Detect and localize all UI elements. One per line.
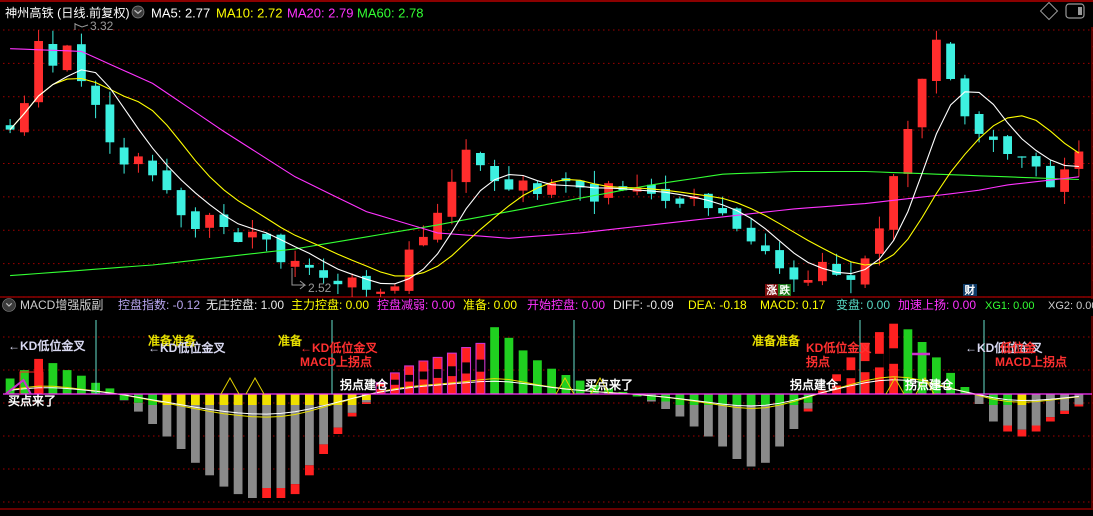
svg-text:拐点建仓: 拐点建仓 xyxy=(790,377,839,392)
svg-text:MA60: 2.78: MA60: 2.78 xyxy=(357,5,424,20)
svg-text:低位金: 低位金 xyxy=(999,340,1037,355)
svg-text:XG1: 0.00: XG1: 0.00 xyxy=(985,300,1035,312)
svg-text:MA20: 2.79: MA20: 2.79 xyxy=(287,5,354,20)
svg-text:主力控盘: 0.00: 主力控盘: 0.00 xyxy=(291,297,369,312)
svg-text:开始控盘: 0.00: 开始控盘: 0.00 xyxy=(527,297,605,312)
svg-text:加速上扬: 0.00: 加速上扬: 0.00 xyxy=(898,297,976,312)
svg-text:拐点建仓: 拐点建仓 xyxy=(340,377,389,392)
svg-text:←KD低位金叉: ←KD低位金叉 xyxy=(300,340,378,355)
svg-text:拐点建仓: 拐点建仓 xyxy=(905,377,954,392)
svg-text:拐点: 拐点 xyxy=(806,354,830,369)
svg-text:准备: 0.00: 准备: 0.00 xyxy=(463,298,517,312)
svg-text:3.32: 3.32 xyxy=(90,19,114,33)
svg-text:MACD上拐点: MACD上拐点 xyxy=(995,354,1067,369)
svg-text:控盘减弱: 0.00: 控盘减弱: 0.00 xyxy=(377,297,455,312)
svg-text:MACD: 0.17: MACD: 0.17 xyxy=(760,298,826,312)
svg-text:跌: 跌 xyxy=(780,284,791,297)
svg-text:无庄控盘: 1.00: 无庄控盘: 1.00 xyxy=(206,297,284,312)
svg-text:MA10: 2.72: MA10: 2.72 xyxy=(216,5,283,20)
svg-text:MACD增强版副: MACD增强版副 xyxy=(20,298,103,312)
svg-text:财: 财 xyxy=(964,284,976,297)
svg-text:2.52: 2.52 xyxy=(308,281,332,295)
svg-text:DIFF: -0.09: DIFF: -0.09 xyxy=(613,298,674,312)
svg-text:买点来了: 买点来了 xyxy=(8,393,56,408)
svg-text:MA5: 2.77: MA5: 2.77 xyxy=(151,5,210,20)
svg-text:←KD低位金叉: ←KD低位金叉 xyxy=(8,338,86,353)
svg-text:←KD低位金叉: ←KD低位金叉 xyxy=(148,340,226,355)
svg-text:变盘: 0.00: 变盘: 0.00 xyxy=(836,297,890,312)
svg-text:DEA: -0.18: DEA: -0.18 xyxy=(688,298,747,312)
svg-text:涨: 涨 xyxy=(767,284,778,297)
svg-text:神州高铁 (日线.前复权): 神州高铁 (日线.前复权) xyxy=(5,5,130,20)
svg-text:控盘指数: -0.12: 控盘指数: -0.12 xyxy=(118,297,200,312)
svg-text:准备准备: 准备准备 xyxy=(752,333,801,348)
svg-text:KD低位金叉: KD低位金叉 xyxy=(806,340,872,355)
svg-text:XG2: 0.00: XG2: 0.00 xyxy=(1048,300,1093,312)
svg-text:MACD上拐点: MACD上拐点 xyxy=(300,354,372,369)
svg-text:买点来了: 买点来了 xyxy=(585,377,633,392)
